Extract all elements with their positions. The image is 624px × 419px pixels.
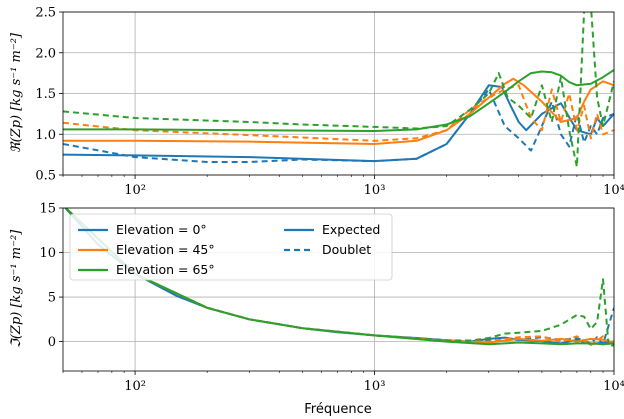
legend: Elevation = 0° Elevation = 45° Elevation… [69,213,393,281]
imag-xtick-label: 10² [124,379,146,394]
real-ytick-label: 2.5 [35,6,56,21]
real-part-panel: 10² 10³ 10⁴ 0.5 1.0 1.5 2.0 2.5 ℜ(Zp) [kg s⁻¹ m… [9,6,624,199]
imag-axes-frame [62,207,615,372]
x-axis-label: Fréquence [304,402,371,417]
legend-label-elev0: Elevation = 0° [116,222,207,237]
imag-series-5 [64,208,614,348]
imag-ytick-label: 0 [48,335,56,350]
imag-ticks: 10² 10³ 10⁴ 0 5 10 15 [39,202,624,395]
legend-label-elev45: Elevation = 45° [116,242,215,257]
real-ticks: 10² 10³ 10⁴ 0.5 1.0 1.5 2.0 2.5 [35,6,624,199]
imag-xtick-label: 10³ [364,379,386,394]
real-series [63,12,614,168]
imag-part-panel: 10² 10³ 10⁴ 0 5 10 15 ℑ(Zp) [kg s⁻¹ m⁻²] [9,202,624,395]
real-ytick-label: 1.5 [35,87,56,102]
real-ytick-label: 1.0 [35,128,56,143]
real-xtick-label: 10² [124,183,146,198]
real-ytick-label: 0.5 [35,169,56,184]
imag-ytick-label: 10 [39,246,56,261]
legend-label-elev65: Elevation = 65° [116,262,215,277]
imag-ytick-label: 5 [48,291,56,306]
imag-ytick-label: 15 [39,202,56,217]
imag-series [64,208,614,348]
real-series-2 [63,77,614,145]
real-xtick-label: 10³ [364,183,386,198]
real-xtick-label: 10⁴ [603,183,624,198]
real-ytick-label: 2.0 [35,46,56,61]
real-ylabel: ℜ(Zp) [kg s⁻¹ m⁻²] [9,32,24,153]
real-series-4 [63,69,614,132]
real-series-1 [63,88,614,163]
imag-ylabel: ℑ(Zp) [kg s⁻¹ m⁻²] [9,229,24,348]
imag-xtick-label: 10⁴ [603,379,624,394]
legend-label-expected: Expected [322,222,380,237]
legend-label-doublet: Doublet [322,242,371,257]
